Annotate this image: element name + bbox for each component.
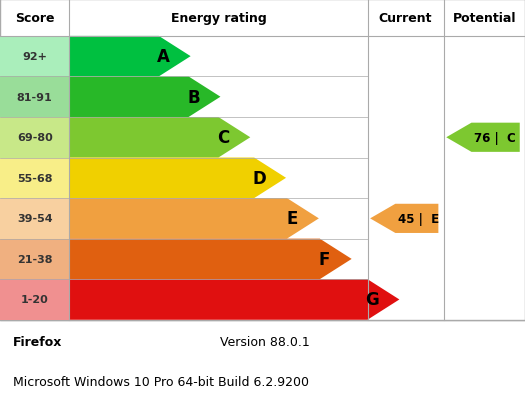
Polygon shape: [69, 37, 191, 77]
Polygon shape: [69, 279, 400, 320]
Bar: [0, 239, 69, 279]
Polygon shape: [69, 239, 352, 279]
Text: Potential: Potential: [453, 12, 516, 25]
Bar: [0, 37, 69, 77]
Text: 76 |  C: 76 | C: [474, 132, 516, 145]
Text: 39-54: 39-54: [17, 214, 52, 224]
Polygon shape: [446, 124, 520, 153]
Text: 69-80: 69-80: [17, 133, 52, 143]
Bar: [0, 158, 69, 198]
Text: Version 88.0.1: Version 88.0.1: [220, 336, 310, 349]
Text: B: B: [187, 89, 200, 107]
Polygon shape: [69, 77, 220, 118]
Text: C: C: [217, 129, 229, 147]
Polygon shape: [370, 204, 438, 233]
Polygon shape: [69, 158, 286, 198]
Text: 45 |  E: 45 | E: [398, 212, 439, 225]
Text: D: D: [252, 169, 266, 188]
Text: 1-20: 1-20: [21, 295, 48, 305]
Text: Firefox: Firefox: [13, 336, 62, 349]
Polygon shape: [69, 118, 250, 158]
Text: Energy rating: Energy rating: [171, 12, 266, 25]
Bar: [0, 77, 69, 118]
Text: F: F: [319, 250, 330, 268]
Text: 21-38: 21-38: [17, 254, 52, 264]
Text: 55-68: 55-68: [17, 173, 52, 183]
Bar: [0, 118, 69, 158]
Text: 81-91: 81-91: [17, 92, 52, 102]
Text: G: G: [365, 291, 379, 309]
Text: Current: Current: [379, 12, 432, 25]
Text: Microsoft Windows 10 Pro 64-bit Build 6.2.9200: Microsoft Windows 10 Pro 64-bit Build 6.…: [13, 375, 309, 388]
Text: Score: Score: [15, 12, 55, 25]
Text: 92+: 92+: [22, 52, 47, 62]
Text: A: A: [157, 48, 170, 66]
Text: E: E: [286, 210, 298, 228]
Bar: [0, 279, 69, 320]
Bar: [0, 198, 69, 239]
Polygon shape: [69, 198, 319, 239]
